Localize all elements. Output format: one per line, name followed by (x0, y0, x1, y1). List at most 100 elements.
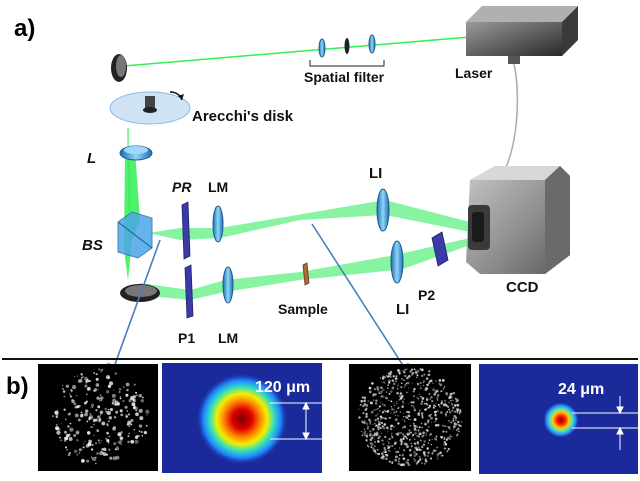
speckle-grain (428, 393, 431, 395)
speckle-grain (365, 434, 369, 438)
speckle-grain (106, 431, 109, 435)
speckle-grain (361, 430, 363, 433)
speckle-grain (439, 451, 442, 454)
measurement-left: 120 μm (255, 379, 310, 396)
speckle-grain (440, 411, 443, 414)
speckle-grain (100, 396, 104, 400)
speckle-grain (440, 402, 443, 405)
speckle-grain (416, 396, 418, 398)
speckle-grain (413, 457, 415, 460)
speckle-grain (73, 402, 77, 406)
speckle-grain (398, 372, 401, 375)
panel-a-label: a) (14, 15, 35, 42)
speckle-grain (376, 386, 378, 388)
speckle-grain (118, 390, 121, 394)
speckle-grain (417, 435, 421, 438)
speckle-grain (365, 415, 368, 419)
speckle-grain (444, 425, 447, 428)
speckle-grain (412, 400, 415, 404)
speckle-grain (382, 417, 385, 419)
speckle-grain (414, 371, 418, 374)
speckle-grain (76, 375, 79, 377)
speckle-grain (372, 434, 375, 437)
speckle-grain (391, 379, 395, 383)
speckle-grain (445, 431, 448, 433)
speckle-grain (450, 392, 453, 395)
speckle-grain (78, 452, 81, 454)
speckle-grain (109, 408, 113, 412)
speckle-grain (380, 432, 383, 435)
speckle-grain (95, 409, 98, 412)
speckle-grain (365, 404, 369, 407)
speckle-grain (85, 400, 88, 403)
speckle-grain (380, 386, 383, 389)
speckle-grain (374, 393, 377, 396)
speckle-grain (394, 447, 396, 450)
speckle-grain (128, 399, 132, 403)
speckle-grain (445, 438, 448, 441)
speckle-grain (391, 436, 394, 439)
speckle-grain (436, 423, 440, 427)
speckle-grain (405, 368, 408, 370)
speckle-grain (427, 406, 430, 409)
speckle-grain (433, 404, 436, 407)
speckle-grain (54, 410, 59, 415)
speckle-grain (377, 420, 380, 423)
speckle-grain (81, 375, 85, 379)
speckle-grain (109, 381, 114, 386)
speckle-grain (416, 434, 419, 438)
speckle-grain (437, 403, 440, 406)
speckle-grain (458, 412, 461, 415)
speckle-grain (365, 412, 369, 416)
speckle-grain (104, 407, 107, 411)
speckle-grain (449, 435, 451, 438)
speckle-grain (461, 421, 463, 423)
speckle-grain (421, 445, 424, 449)
speckle-grain (381, 439, 384, 442)
speckle-grain (87, 442, 92, 447)
speckle-grain (408, 429, 411, 432)
speckle-grain (417, 397, 420, 400)
speckle-grain (377, 452, 381, 456)
speckle-grain (140, 399, 144, 403)
speckle-grain (134, 439, 139, 444)
speckle-grain (88, 415, 94, 420)
speckle-grain (106, 411, 111, 415)
speckle-grain (98, 441, 101, 444)
speckle-grain (418, 432, 422, 436)
arecchis-disk (109, 91, 191, 125)
speckle-grain (419, 382, 421, 384)
speckle-grain (370, 436, 374, 440)
speckle-grain (430, 396, 433, 399)
speckle-grain (439, 405, 441, 408)
speckle-grain (455, 423, 458, 426)
speckle-grain (419, 448, 421, 451)
speckle-grain (371, 443, 374, 446)
speckle-grain (404, 426, 407, 429)
speckle-grain (408, 415, 411, 417)
speckle-grain (391, 462, 394, 464)
speckle-grain (139, 416, 144, 421)
speckle-grain (122, 399, 125, 403)
speckle-grain (419, 439, 422, 442)
speckle-grain (386, 431, 389, 433)
speckle-grain (456, 409, 459, 411)
speckle-grain (135, 412, 139, 417)
speckle-grain (363, 428, 366, 431)
speckle-grain (428, 433, 432, 437)
speckle-grain (108, 435, 111, 438)
speckle-grain (132, 398, 137, 403)
speckle-grain (370, 410, 374, 414)
speckle-grain (416, 441, 420, 444)
speckle-grain (362, 412, 365, 415)
speckle-grain (450, 421, 453, 424)
speckle-grain (432, 382, 434, 384)
speckle-grain (425, 428, 429, 432)
speckle-grain (378, 392, 381, 395)
speckle-grain (91, 406, 94, 408)
speckle-grain (384, 376, 387, 379)
speckle-grain (408, 418, 410, 421)
speckle-grain (367, 445, 370, 448)
speckle-grain (119, 439, 123, 443)
speckle-grain (377, 408, 379, 410)
